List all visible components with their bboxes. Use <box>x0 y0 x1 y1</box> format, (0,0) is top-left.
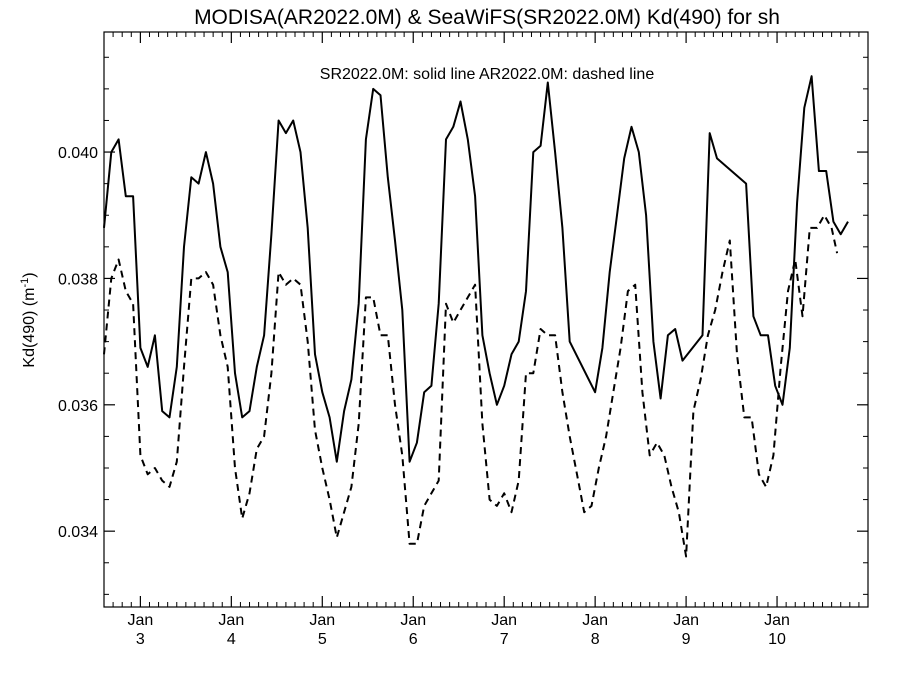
x-tick-label-month: Jan <box>218 612 244 629</box>
y-tick-label: 0.038 <box>58 271 98 288</box>
series-line-ar2022-0m <box>103 214 839 558</box>
chart-title: MODISA(AR2022.0M) & SeaWiFS(SR2022.0M) K… <box>194 6 780 29</box>
x-tick-label-day: 3 <box>136 631 145 648</box>
x-tick-label-month: Jan <box>491 612 517 629</box>
x-tick-label-month: Jan <box>764 612 790 629</box>
x-tick-label-day: 7 <box>500 631 509 648</box>
x-tick-label-day: 8 <box>591 631 600 648</box>
series-lines <box>103 75 849 558</box>
x-tick-label-day: 4 <box>227 631 236 648</box>
x-tick-label-month: Jan <box>127 612 153 629</box>
y-tick-label: 0.040 <box>58 145 98 162</box>
x-tick-label-month: Jan <box>582 612 608 629</box>
series-style-annotation: SR2022.0M: solid line AR2022.0M: dashed … <box>320 66 655 83</box>
x-tick-label-month: Jan <box>400 612 426 629</box>
x-tick-label-day: 10 <box>768 631 786 648</box>
x-tick-label-day: 9 <box>682 631 691 648</box>
y-axis-label-close: ) <box>21 272 38 277</box>
x-tick-label-month: Jan <box>673 612 699 629</box>
y-axis-label: Kd(490) (m-1) <box>19 272 38 367</box>
y-tick-label: 0.034 <box>58 524 98 541</box>
series-line-sr2022-0m <box>103 75 849 463</box>
y-tick-label: 0.036 <box>58 398 98 415</box>
y-axis-label-superscript: -1 <box>19 278 31 288</box>
x-tick-label-day: 5 <box>318 631 327 648</box>
axis-ticks: 0.034 0.036 0.038 0.040 Jan 3 Jan 4 Jan 5 Jan 6 Jan 7… <box>58 32 868 648</box>
x-tick-label-day: 6 <box>409 631 418 648</box>
y-axis-label-main: Kd(490) (m <box>21 288 38 368</box>
x-tick-label-month: Jan <box>309 612 335 629</box>
